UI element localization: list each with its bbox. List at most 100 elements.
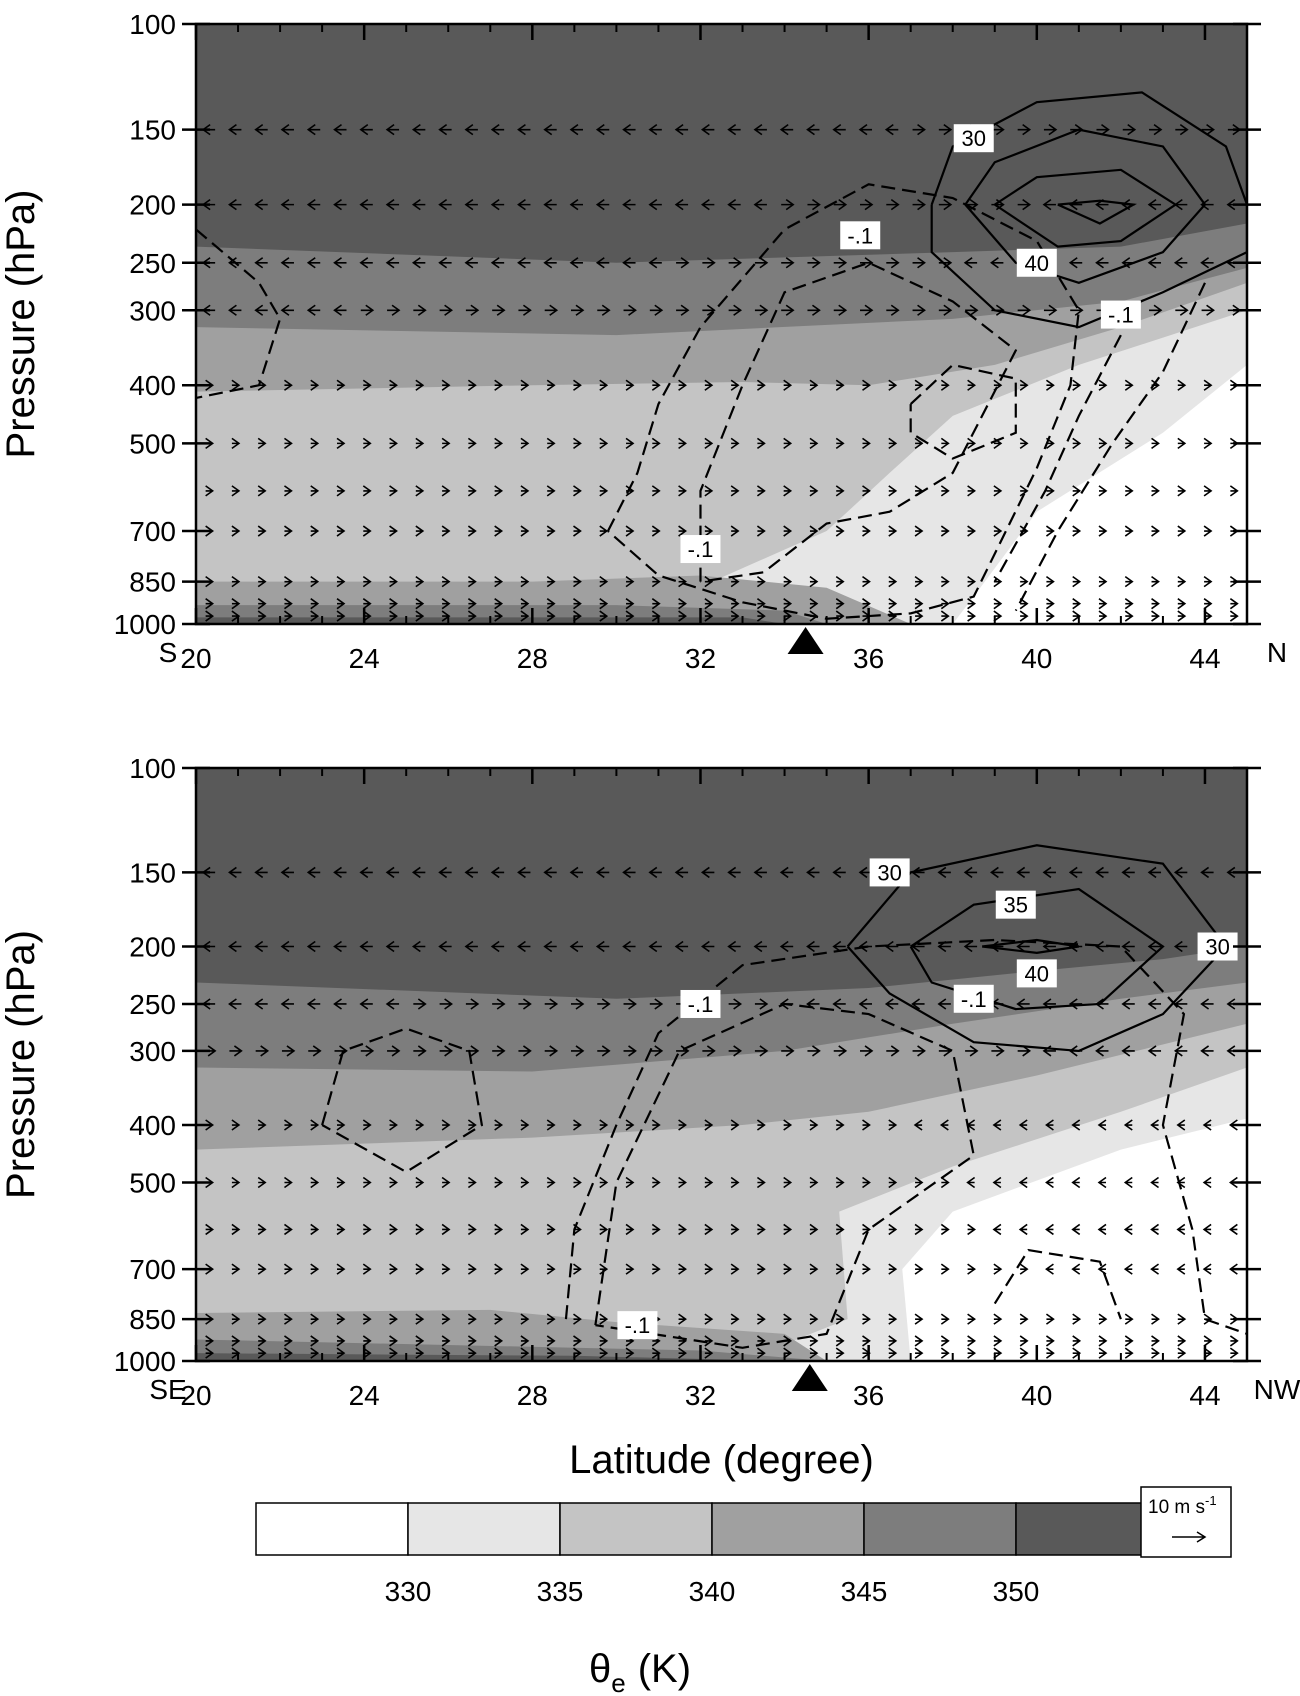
wind-arrow xyxy=(415,610,425,622)
contour-label: -.1 xyxy=(961,987,987,1012)
wind-arrow xyxy=(860,304,874,316)
wind-arrow xyxy=(336,1335,346,1347)
wind-arrow xyxy=(888,485,898,497)
wind-arrow xyxy=(1203,379,1213,391)
wind-arrow xyxy=(676,257,690,269)
wind-arrow xyxy=(704,1176,714,1189)
wind-arrow xyxy=(494,1347,504,1359)
wind-arrow xyxy=(888,1119,898,1131)
wind-arrow xyxy=(1045,525,1055,537)
wind-arrow xyxy=(467,437,477,450)
wind-arrow xyxy=(625,610,635,622)
wind-arrow xyxy=(806,940,820,953)
wind-arrow xyxy=(937,866,951,879)
wind-arrow xyxy=(1019,598,1029,610)
wind-arrow xyxy=(439,998,453,1010)
wind-arrow xyxy=(254,124,268,136)
y-tick-label: 500 xyxy=(129,428,176,459)
wind-arrow xyxy=(231,379,241,391)
wind-arrow xyxy=(387,304,401,316)
plot-area: 30 35 30 40 -.1 -.1 -.1 xyxy=(196,768,1247,1361)
wind-arrow xyxy=(756,437,766,450)
wind-arrow xyxy=(807,198,821,211)
wind-arrow xyxy=(333,866,347,879)
wind-arrow xyxy=(1124,598,1134,610)
wind-arrow xyxy=(754,257,769,269)
wind-arrow xyxy=(1147,866,1162,879)
wind-arrow xyxy=(858,124,873,136)
wind-arrow xyxy=(467,610,477,622)
wind-arrow xyxy=(520,610,530,622)
wind-arrow xyxy=(359,940,373,953)
wind-arrow xyxy=(595,866,610,879)
wind-arrow xyxy=(888,437,898,450)
wind-arrow xyxy=(678,525,687,537)
wind-arrow xyxy=(1095,1045,1109,1057)
wind-arrow xyxy=(809,1263,819,1275)
wind-arrow xyxy=(1203,576,1213,588)
wind-arrow xyxy=(783,598,793,610)
wind-arrow xyxy=(832,124,846,136)
x-tick-label: 36 xyxy=(853,1380,884,1411)
wind-arrow xyxy=(862,437,871,450)
wind-arrow xyxy=(283,610,293,622)
wind-arrow xyxy=(835,485,845,497)
wind-arrow xyxy=(1019,610,1029,622)
wind-arrow xyxy=(756,485,766,497)
wind-arrow xyxy=(1123,1176,1133,1189)
wind-arrow xyxy=(862,1119,871,1131)
contour-line xyxy=(930,91,1247,329)
wind-arrow xyxy=(257,1347,267,1359)
wind-arrow xyxy=(546,1313,556,1325)
wind-arrow xyxy=(467,576,477,588)
wind-arrow xyxy=(415,1223,425,1236)
contour-line xyxy=(699,261,1018,583)
y-tick-label: 200 xyxy=(129,932,176,963)
wind-arrow xyxy=(835,1223,845,1236)
contour-line xyxy=(993,334,1122,583)
wind-arrow xyxy=(517,124,531,136)
wind-arrow xyxy=(283,485,293,497)
wind-arrow xyxy=(648,866,662,879)
wind-arrow xyxy=(362,1313,372,1325)
wind-arrow xyxy=(467,1176,477,1189)
wind-arrow xyxy=(700,124,715,136)
wind-arrow xyxy=(993,525,1003,537)
wind-arrow xyxy=(730,610,740,622)
wind-arrow xyxy=(940,437,950,450)
wind-arrow xyxy=(283,525,293,537)
y-tick-label: 850 xyxy=(129,1304,176,1335)
contour-label-box xyxy=(1016,248,1057,277)
wind-arrow xyxy=(336,1313,346,1325)
wind-arrow xyxy=(990,866,1004,879)
wind-arrow xyxy=(938,124,953,136)
wind-arrow xyxy=(728,998,743,1010)
wind-arrow xyxy=(938,198,953,211)
contour-label-box xyxy=(869,858,910,887)
wind-arrow xyxy=(1018,1223,1028,1236)
wind-arrow xyxy=(520,576,530,588)
wind-arrow xyxy=(385,940,400,953)
wind-arrow xyxy=(649,304,664,316)
wind-arrow xyxy=(727,940,741,953)
wind-arrow xyxy=(753,198,767,211)
wind-arrow xyxy=(781,198,795,211)
wind-arrow xyxy=(963,866,978,879)
wind-arrow xyxy=(1068,198,1083,211)
wind-arrow xyxy=(1018,1176,1028,1189)
wind-arrow xyxy=(622,866,636,879)
wind-arrow xyxy=(599,610,609,622)
wind-arrow xyxy=(832,998,846,1010)
wind-arrow xyxy=(283,1176,293,1189)
wind-arrow xyxy=(546,437,556,450)
wind-arrow xyxy=(1177,576,1187,588)
wind-arrow xyxy=(623,998,637,1010)
wind-arrow xyxy=(809,1223,819,1236)
wind-arrow xyxy=(599,1347,609,1359)
wind-arrow xyxy=(651,1263,661,1275)
wind-arrow xyxy=(336,1176,346,1189)
wind-arrow xyxy=(990,257,1004,269)
plot-frame xyxy=(194,22,1249,626)
wind-arrow xyxy=(415,1335,425,1347)
wind-arrow xyxy=(835,1263,845,1275)
